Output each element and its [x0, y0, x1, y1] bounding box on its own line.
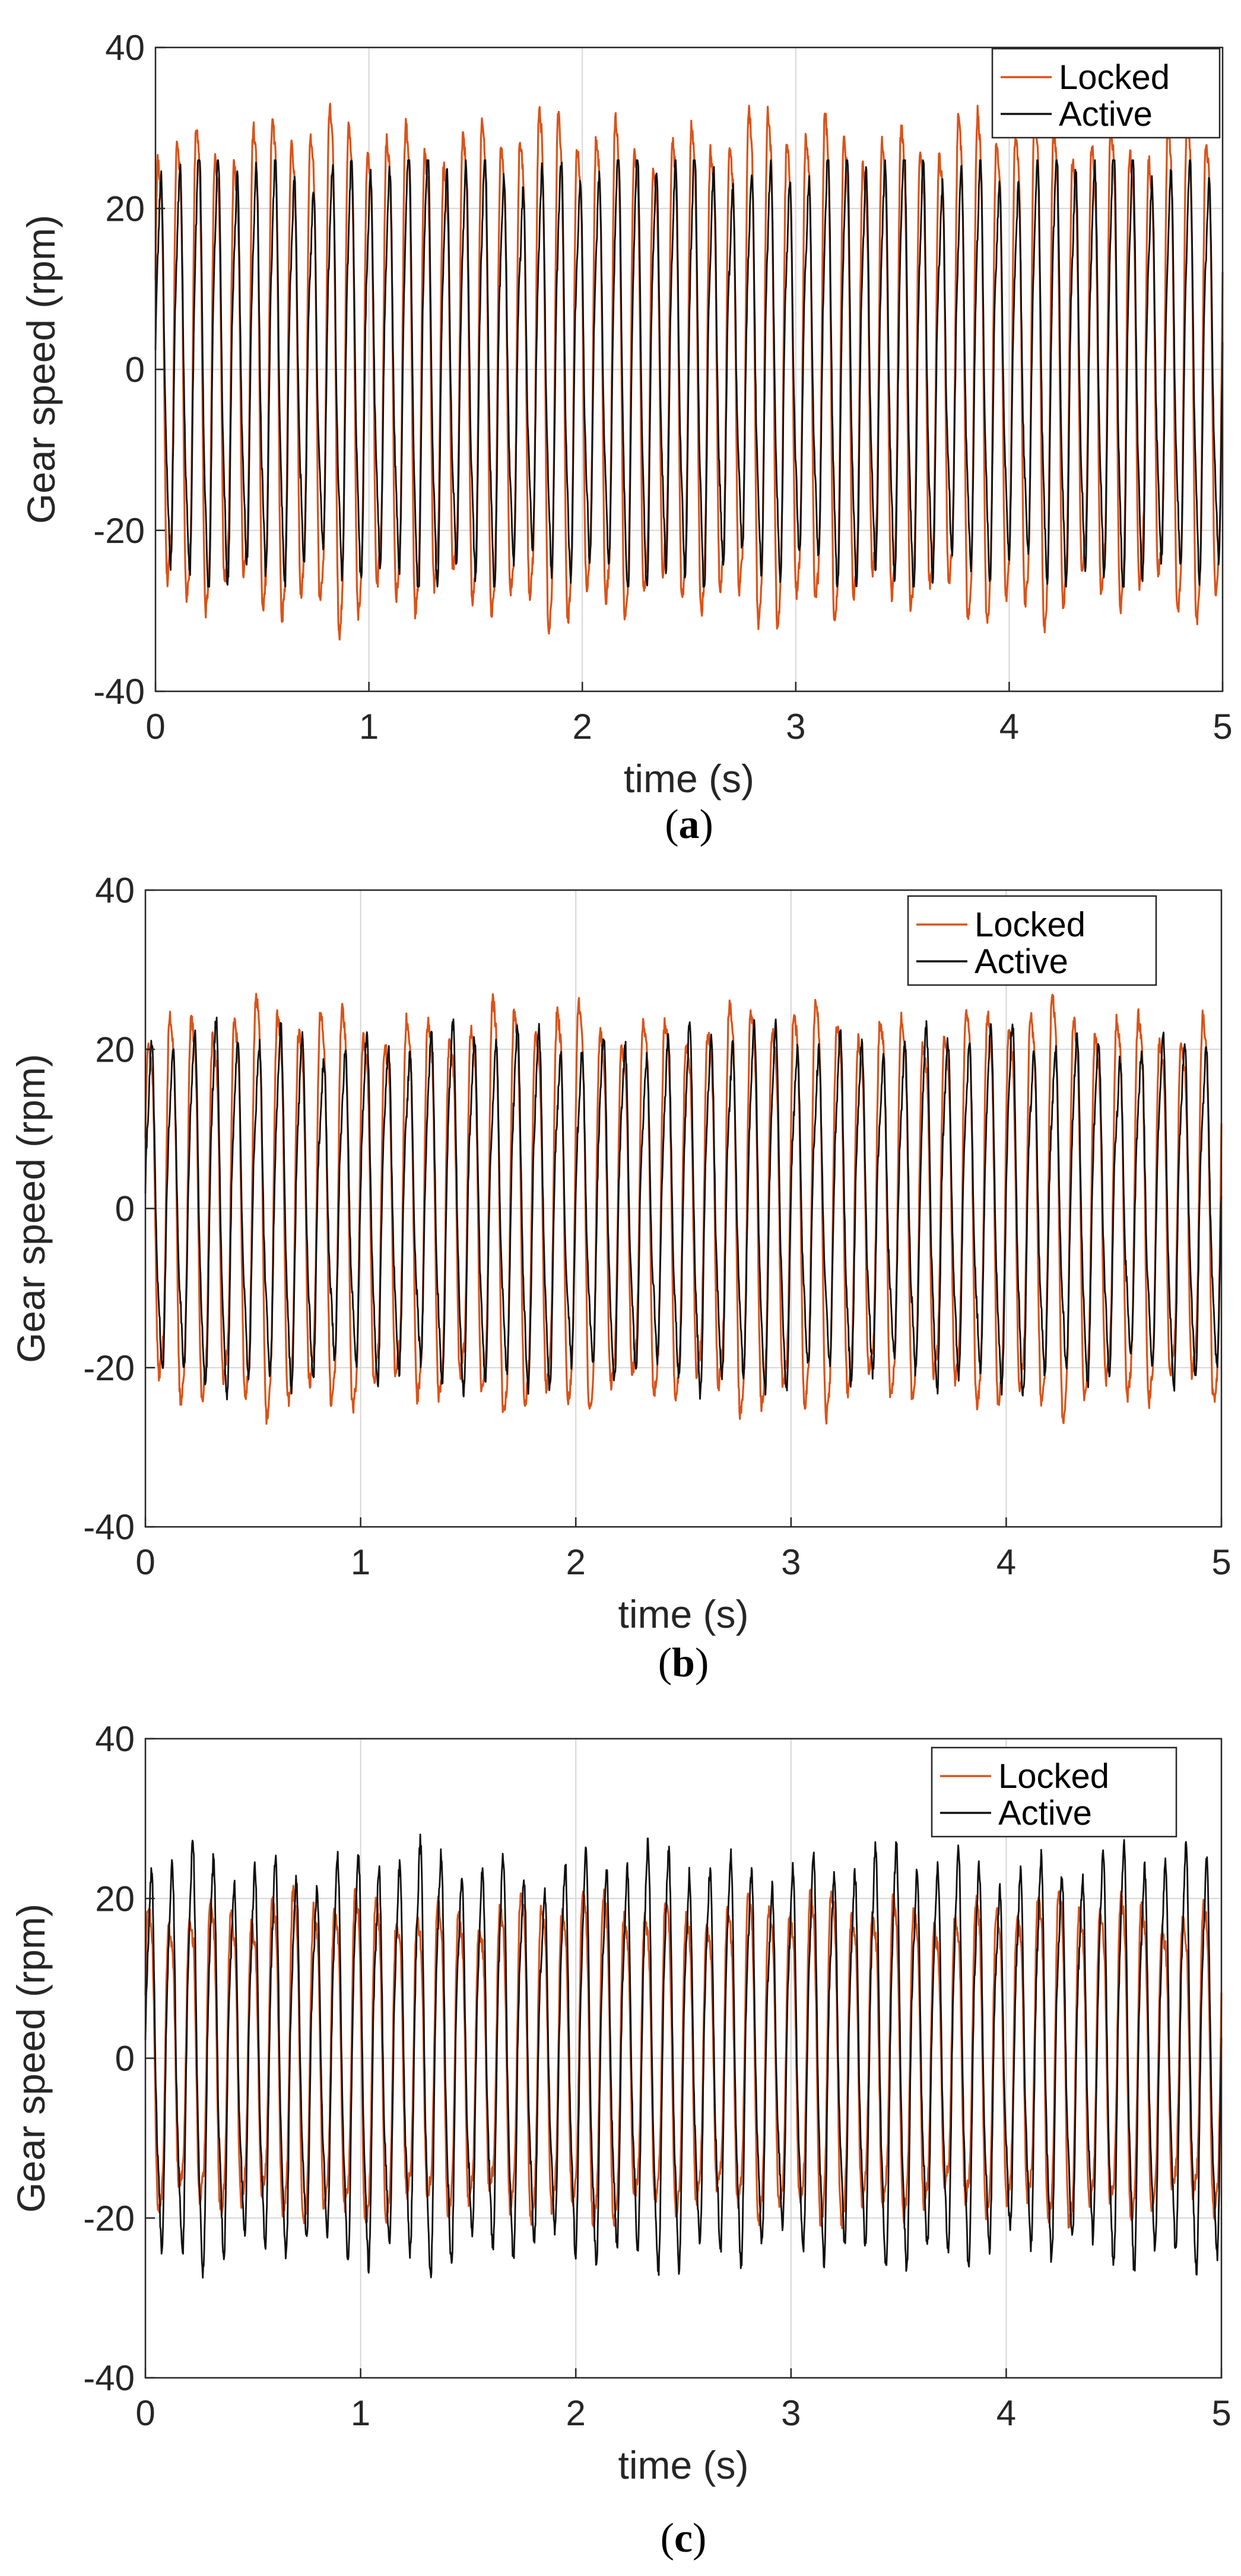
legend-box: [991, 47, 1221, 139]
series-line-active: [144, 1834, 1223, 2279]
y-tick-label: -20: [83, 1348, 135, 1388]
y-tick-label: -40: [83, 1507, 135, 1547]
y-tick-label: 40: [95, 1719, 135, 1759]
x-tick-label: 2: [566, 2393, 586, 2433]
x-tick-label: 0: [135, 2393, 155, 2433]
y-tick-label: 40: [95, 871, 135, 910]
legend-label-active: Active: [998, 1794, 1092, 1832]
legend-label-active: Active: [975, 942, 1068, 981]
x-axis-label: time (s): [624, 757, 754, 801]
x-tick-label: 3: [786, 707, 805, 747]
x-tick-label: 5: [1211, 2393, 1231, 2433]
panel-caption-letter: b: [672, 1640, 695, 1686]
x-axis-label: time (s): [618, 2443, 749, 2487]
y-tick-label: -40: [83, 2358, 135, 2398]
series-line-active: [144, 1017, 1223, 1400]
panel-caption: (c): [661, 2515, 707, 2561]
y-tick-label: 0: [115, 1189, 135, 1229]
legend-label-locked: Locked: [975, 906, 1086, 944]
y-axis-label: Gear speed (rpm): [9, 1904, 53, 2213]
y-tick-label: 0: [125, 350, 145, 390]
x-tick-label: 1: [359, 707, 379, 747]
panel-caption: (a): [665, 802, 713, 847]
x-tick-label: 5: [1213, 707, 1232, 747]
panel-caption-letter: a: [679, 802, 700, 847]
x-tick-label: 1: [351, 1542, 370, 1582]
x-tick-label: 5: [1211, 1542, 1231, 1582]
legend-label-active: Active: [1059, 95, 1153, 134]
legend-label-locked: Locked: [1059, 58, 1170, 97]
y-tick-label: 20: [95, 1030, 135, 1069]
series-line-active: [154, 159, 1224, 588]
x-tick-label: 4: [999, 707, 1019, 747]
legend-box: [931, 1746, 1177, 1838]
panel-caption: (b): [658, 1640, 709, 1686]
x-tick-label: 0: [135, 1542, 155, 1582]
chart-panel-c: 0 1 2 3 4 5 -40 -20 0 20 40 time (s) Gear speed (rpm…: [9, 1719, 1232, 2561]
x-tick-label: 3: [781, 1542, 801, 1582]
x-tick-label: 4: [996, 2393, 1016, 2433]
chart-panel-b: 0 1 2 3 4 5 -40 -20 0 20 40 time (s) Gear speed (rpm…: [9, 871, 1232, 1686]
x-axis-label: time (s): [618, 1592, 749, 1636]
y-tick-label: -20: [93, 511, 145, 551]
x-tick-label: 3: [781, 2393, 801, 2433]
x-tick-label: 0: [145, 707, 165, 747]
y-axis-label: Gear speed (rpm): [19, 215, 63, 524]
y-tick-label: -20: [83, 2199, 135, 2238]
y-tick-label: 20: [95, 1879, 135, 1918]
y-tick-label: -40: [93, 672, 145, 712]
panel-caption-letter: c: [674, 2515, 693, 2561]
chart-panel-a: 0 1 2 3 4 5 -40 -20 0 20 40 time (s) Gear speed (rpm…: [19, 28, 1233, 847]
x-tick-label: 2: [566, 1542, 586, 1582]
x-tick-label: 2: [573, 707, 592, 747]
y-tick-label: 40: [105, 28, 145, 68]
y-tick-label: 20: [105, 189, 145, 228]
y-tick-label: 0: [115, 2039, 135, 2079]
y-axis-label: Gear speed (rpm): [9, 1054, 53, 1363]
x-tick-label: 1: [351, 2393, 370, 2433]
x-tick-label: 4: [996, 1542, 1016, 1582]
legend-label-locked: Locked: [998, 1757, 1109, 1796]
legend-box: [907, 895, 1157, 986]
